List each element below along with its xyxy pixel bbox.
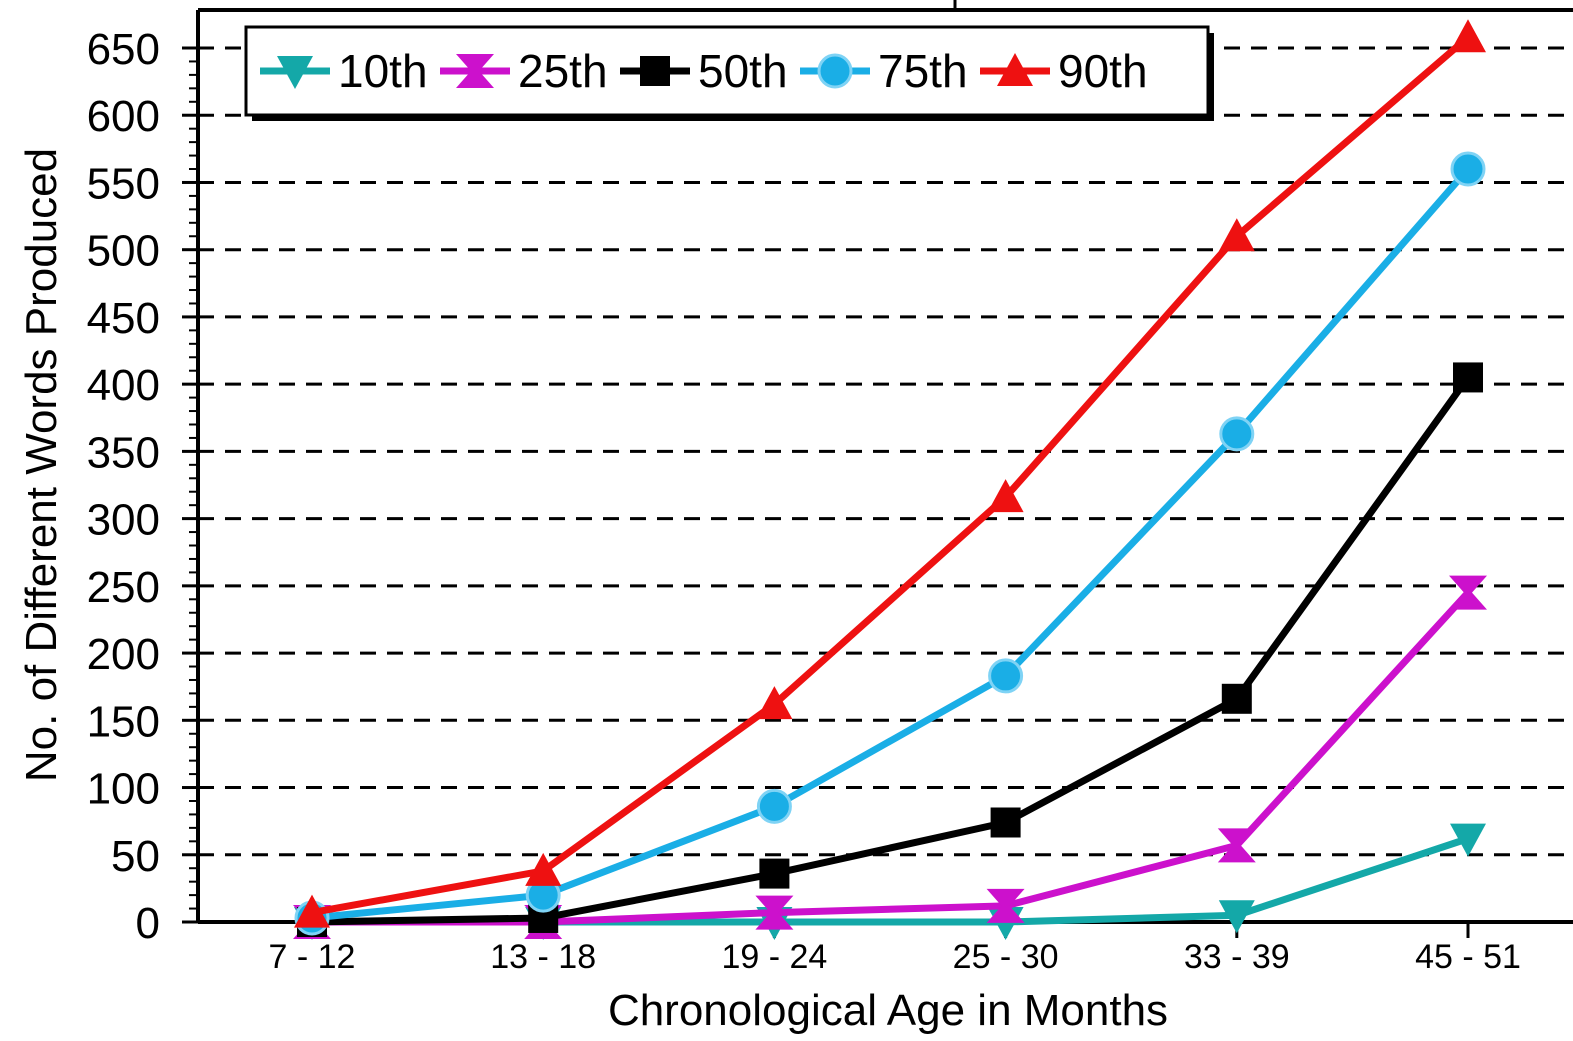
legend-marker bbox=[997, 53, 1033, 86]
data-point bbox=[755, 895, 794, 930]
y-tick-label: 250 bbox=[87, 563, 160, 612]
y-tick-label: 300 bbox=[87, 496, 160, 545]
data-point bbox=[987, 479, 1024, 513]
data-point bbox=[759, 858, 790, 889]
data-point bbox=[1217, 828, 1256, 863]
series-line bbox=[311, 34, 1471, 917]
y-tick-label: 100 bbox=[87, 765, 160, 814]
data-point bbox=[294, 894, 330, 928]
y-tick-label: 0 bbox=[136, 899, 160, 948]
series-50th bbox=[297, 362, 1483, 937]
y-tick-label: 650 bbox=[87, 25, 160, 74]
data-point bbox=[756, 788, 792, 824]
legend-marker bbox=[456, 54, 494, 88]
data-point bbox=[1218, 218, 1255, 252]
y-tick-label: 600 bbox=[87, 92, 160, 141]
legend-label: 25th bbox=[518, 45, 608, 97]
legend-marker bbox=[277, 56, 313, 89]
series-line bbox=[312, 590, 1471, 926]
series-75th bbox=[294, 151, 1486, 936]
y-tick-label: 350 bbox=[87, 428, 160, 477]
y-tick-label: 500 bbox=[87, 227, 160, 276]
data-point bbox=[1453, 362, 1483, 393]
legend-label: 50th bbox=[698, 45, 788, 97]
y-tick-label: 550 bbox=[87, 159, 160, 208]
y-tick-label: 150 bbox=[87, 697, 160, 746]
legend-item-25th: 25th bbox=[440, 45, 608, 97]
y-tick-label: 50 bbox=[111, 832, 160, 881]
y-tick-label: 400 bbox=[87, 361, 160, 410]
data-point bbox=[1218, 900, 1255, 934]
data-point bbox=[1449, 575, 1487, 610]
y-tick-label: 450 bbox=[87, 294, 160, 343]
data-point bbox=[1450, 823, 1486, 857]
legend-item-10th: 10th bbox=[260, 45, 428, 97]
y-axis-title: No. of Different Words Produced bbox=[17, 148, 66, 782]
x-tick-label: 25 - 30 bbox=[953, 938, 1059, 976]
data-point bbox=[1221, 683, 1252, 714]
data-point bbox=[525, 852, 562, 886]
axes bbox=[196, 0, 1573, 924]
series-line bbox=[311, 166, 1471, 922]
legend-item-50th: 50th bbox=[620, 45, 788, 97]
data-point bbox=[1450, 151, 1486, 187]
series-line bbox=[311, 375, 1471, 926]
data-point bbox=[1219, 416, 1255, 452]
legend-item-90th: 90th bbox=[980, 45, 1148, 97]
legend-marker bbox=[817, 53, 853, 89]
legend-marker bbox=[640, 56, 670, 86]
data-point bbox=[986, 888, 1025, 923]
data-point bbox=[1450, 19, 1486, 53]
series-90th bbox=[294, 19, 1486, 928]
legend-label: 75th bbox=[878, 45, 968, 97]
x-tick-label: 7 - 12 bbox=[269, 938, 356, 976]
gridlines bbox=[198, 46, 1573, 857]
x-tick-label: 19 - 24 bbox=[721, 938, 827, 976]
legend: 10th 25th 50th 75th 90th bbox=[244, 25, 1214, 121]
x-axis-ticks: 7 - 12 13 - 18 19 - 24 25 - 30 33 - 39 45 - 5… bbox=[269, 922, 1521, 976]
legend-label: 90th bbox=[1058, 45, 1148, 97]
legend-label: 10th bbox=[338, 45, 428, 97]
y-tick-label: 200 bbox=[87, 630, 160, 679]
x-tick-label: 13 - 18 bbox=[490, 938, 596, 976]
data-point bbox=[988, 658, 1024, 694]
x-tick-label: 33 - 39 bbox=[1184, 938, 1290, 976]
legend-item-75th: 75th bbox=[800, 45, 968, 97]
series-layer bbox=[293, 19, 1487, 940]
data-point bbox=[990, 807, 1021, 838]
x-axis-title: Chronological Age in Months bbox=[608, 986, 1168, 1035]
x-tick-label: 45 - 51 bbox=[1415, 938, 1521, 976]
data-point bbox=[756, 686, 793, 720]
y-axis-ticks: 0 50 100 150 200 250 300 350 400 450 500 550 600 650 bbox=[87, 25, 198, 948]
